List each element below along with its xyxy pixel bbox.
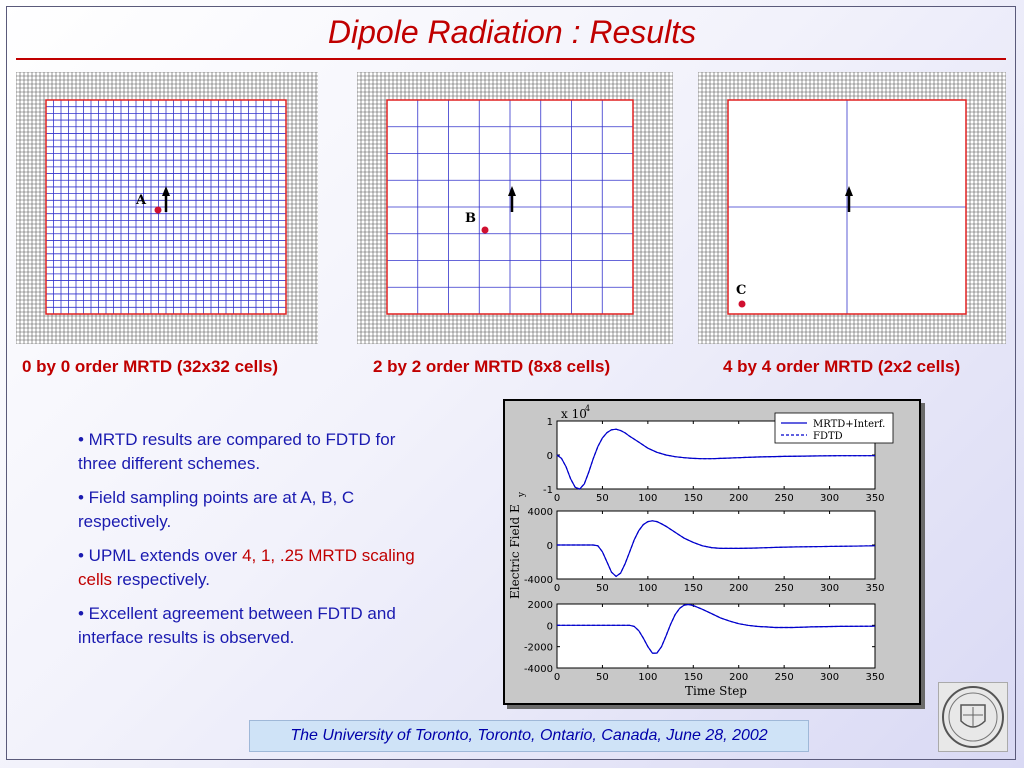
bullet-item: • Field sampling points are at A, B, C r… xyxy=(78,488,355,531)
x-tick-label: 250 xyxy=(775,672,794,683)
mesh-panel-c: C xyxy=(698,72,1006,344)
x-tick-label: 100 xyxy=(638,672,657,683)
x-tick-label: 50 xyxy=(596,493,609,504)
x-tick-label: 200 xyxy=(729,583,748,594)
dipole-arrow-head xyxy=(845,186,853,196)
plot-window: 0 50 100 150 200 250 300 350 1 0 -1 0 50 100 150 200 250… xyxy=(503,399,921,705)
legend-box xyxy=(774,412,894,444)
subplot-axes xyxy=(556,603,876,669)
mrtd-mesh xyxy=(387,100,633,314)
caption-panel-c: 4 by 4 order MRTD (2x2 cells) xyxy=(723,357,961,376)
x-tick-label: 150 xyxy=(684,672,703,683)
x-tick-label: 250 xyxy=(775,583,794,594)
mesh-figure-c: C xyxy=(698,72,1006,344)
x-tick-label: 350 xyxy=(865,583,884,594)
sampling-point-label: B xyxy=(465,211,476,226)
y-tick-label: 1 xyxy=(547,417,553,428)
series-line-fdtd xyxy=(557,520,876,578)
y-axis-label: Electric Field E xyxy=(508,504,522,599)
x-tick-label: 200 xyxy=(729,672,748,683)
subplot-axes xyxy=(556,510,876,580)
x-tick-label: 350 xyxy=(865,493,884,504)
bullet-text: • UPML extends over xyxy=(78,546,243,565)
x-tick-label: 0 xyxy=(554,493,560,504)
x-tick-label: 300 xyxy=(820,493,839,504)
series-line-fdtd xyxy=(556,428,875,490)
bullet-text: respectively. xyxy=(112,570,210,589)
x-tick-label: 250 xyxy=(775,493,794,504)
bullet-item: • UPML extends over 4, 1, .25 MRTD scali… xyxy=(78,544,438,592)
slide-frame xyxy=(6,6,1016,760)
x-tick-label: 300 xyxy=(820,583,839,594)
caption-panel-b: 2 by 2 order MRTD (8x8 cells) xyxy=(373,357,611,376)
upml-boundary xyxy=(45,99,287,315)
x-tick-label: 150 xyxy=(684,583,703,594)
sampling-point-label: C xyxy=(736,283,746,298)
exponent-power: 4 xyxy=(585,404,590,413)
x-tick-label: 0 xyxy=(554,583,560,594)
sampling-point xyxy=(481,226,489,234)
x-tick-label: 100 xyxy=(638,583,657,594)
legend-label: FDTD xyxy=(813,431,843,442)
x-tick-label: 300 xyxy=(820,672,839,683)
series-line-fdtd xyxy=(557,603,876,654)
y-tick-label: 0 xyxy=(547,451,553,462)
sampling-point-label: A xyxy=(135,193,147,208)
chart-legend: MRTD+Interf.FDTD xyxy=(774,412,894,444)
sampling-point xyxy=(154,206,162,214)
y-tick-label: 4000 xyxy=(528,507,553,518)
y-tick-label: 0 xyxy=(547,621,553,632)
y-tick-label: -2000 xyxy=(524,643,553,654)
university-seal-icon xyxy=(942,686,1004,748)
university-seal xyxy=(938,682,1008,752)
x-tick-label: 0 xyxy=(554,672,560,683)
x-tick-label: 100 xyxy=(638,493,657,504)
dipole-arrow-head xyxy=(508,186,516,196)
footer-banner: The University of Toronto, Toronto, Onta… xyxy=(249,720,809,752)
bullet-item: • Excellent agreement between FDTD and i… xyxy=(78,604,396,647)
mesh-figure-b: B xyxy=(357,72,673,344)
subplot-3: 0 50 100 150 200 250 300 350 2000 0 -2000 -4000 xyxy=(524,600,885,683)
bullet-highlight: 4, 1, .25 MRTD scaling cells xyxy=(78,546,415,589)
upml-boundary xyxy=(727,99,967,315)
x-axis-label: Time Step xyxy=(685,684,747,698)
dipole-arrow-head xyxy=(162,186,170,196)
y-tick-label: -4000 xyxy=(524,664,553,675)
x-tick-label: 350 xyxy=(865,672,884,683)
mesh-panel-b: B xyxy=(357,72,673,344)
exponent-label: x 10 xyxy=(561,407,587,421)
y-axis-label-subscript: y xyxy=(517,491,527,498)
x-tick-label: 50 xyxy=(596,583,609,594)
bullet-list: • MRTD results are compared to FDTD for … xyxy=(78,428,438,660)
upml-boundary xyxy=(386,99,634,315)
x-tick-label: 150 xyxy=(684,493,703,504)
y-tick-label: -1 xyxy=(543,485,553,496)
y-tick-label: 0 xyxy=(547,541,553,552)
y-tick-label: -4000 xyxy=(524,575,553,586)
title-divider xyxy=(16,58,1006,60)
bullet-item: • MRTD results are compared to FDTD for … xyxy=(78,430,396,473)
slide-title: Dipole Radiation : Results xyxy=(327,14,697,50)
y-tick-label: 2000 xyxy=(528,600,553,611)
sampling-point xyxy=(738,300,746,308)
mesh-panel-a: A xyxy=(16,72,318,344)
x-tick-label: 50 xyxy=(596,672,609,683)
mrtd-mesh xyxy=(728,100,966,314)
caption-panel-a: 0 by 0 order MRTD (32x32 cells) xyxy=(22,357,279,376)
x-tick-label: 200 xyxy=(729,493,748,504)
mesh-figure-a: A xyxy=(16,72,318,344)
legend-label: MRTD+Interf. xyxy=(813,419,885,430)
